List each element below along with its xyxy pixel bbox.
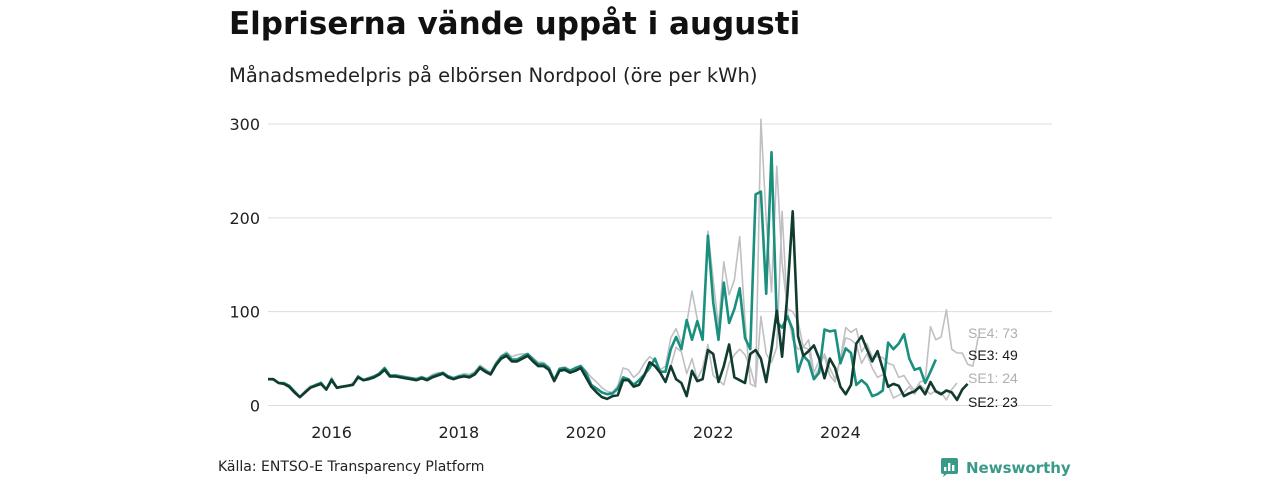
chart-subtitle: Månadsmedelpris på elbörsen Nordpool (ör… [229,64,758,87]
chart-title: Elpriserna vände uppåt i augusti [229,6,801,42]
x-tick-label: 2020 [566,423,607,442]
x-tick-label: 2016 [311,423,352,442]
series-end-label-se1: SE1: 24 [968,370,1018,386]
x-tick-label: 2018 [438,423,479,442]
series-line-se4 [267,118,979,398]
y-tick-label: 100 [229,303,260,322]
source-note: Källa: ENTSO-E Transparency Platform [218,459,485,475]
series-end-label-se2: SE2: 23 [968,394,1018,410]
newsworthy-logo-icon [941,458,958,477]
y-tick-label: 0 [250,397,260,416]
x-tick-label: 2022 [693,423,734,442]
y-tick-label: 300 [229,115,260,134]
series-end-label-se4: SE4: 73 [968,325,1018,341]
series-line-se2 [268,210,969,402]
x-tick-label: 2024 [820,423,861,442]
brand-logo: Newsworthy [939,457,1071,478]
series-end-label-se3: SE3: 49 [968,347,1018,363]
y-tick-label: 200 [229,209,260,228]
series-line-se3 [268,150,937,399]
brand-name: Newsworthy [966,458,1071,477]
